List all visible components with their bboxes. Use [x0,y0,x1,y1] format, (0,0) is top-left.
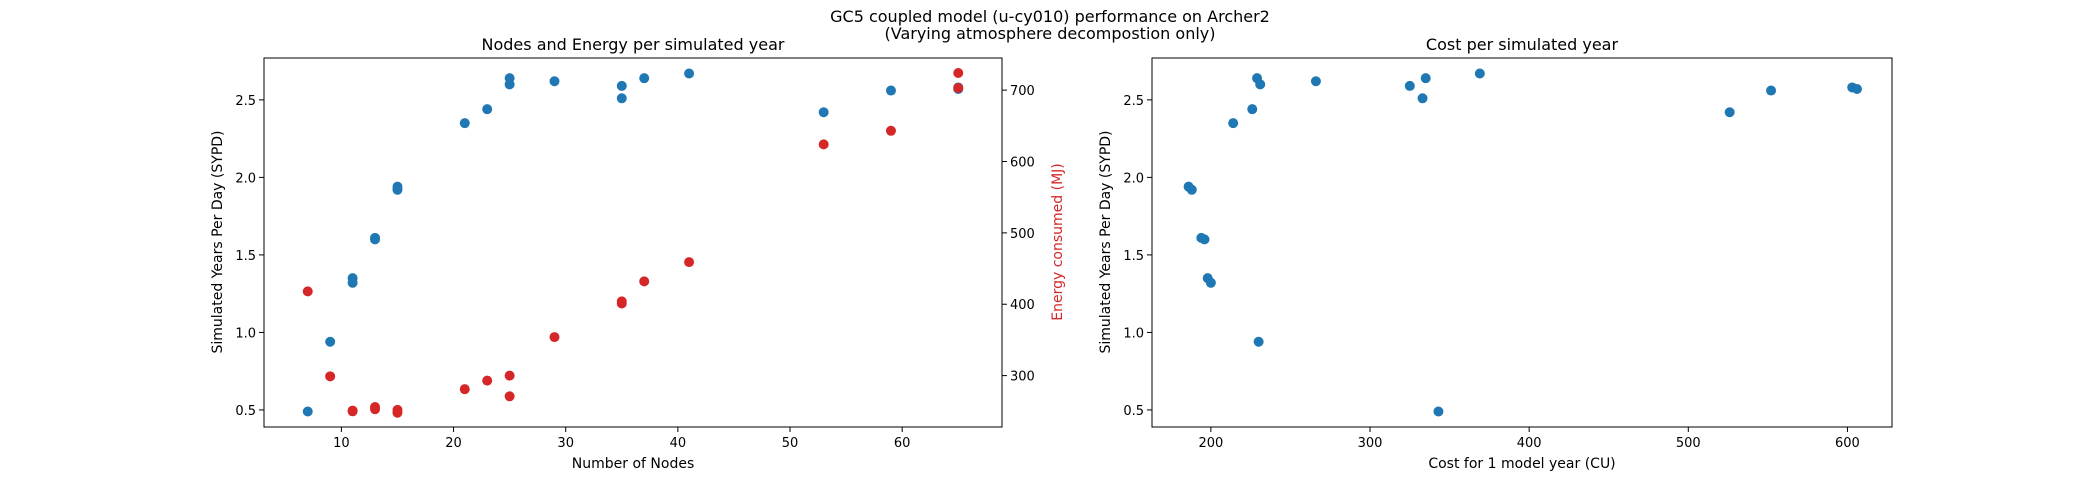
energy-point [504,391,515,402]
sypd-point [1420,73,1431,84]
sypd-point [616,93,627,104]
y-tick-label: 1.5 [235,249,256,264]
sypd-point [1310,76,1321,87]
y2-tick-label: 600 [1010,155,1035,170]
x-tick-label: 600 [1835,436,1860,451]
sypd-point [1253,336,1264,347]
x-axis-label: Number of Nodes [572,456,694,472]
energy-point [504,370,515,381]
x-tick-label: 50 [782,436,799,451]
sypd-point [818,107,829,118]
y-tick-label: 2.0 [235,171,256,186]
energy-point [370,404,381,415]
x-tick-label: 10 [333,436,350,451]
figure-suptitle-line1: GC5 coupled model (u-cy010) performance … [830,7,1270,26]
sypd-point [504,79,515,90]
plot-frame [263,57,1003,428]
sypd-point [1433,406,1444,417]
y-tick-label: 1.0 [235,326,256,341]
y-tick-label: 1.0 [1123,326,1144,341]
y-tick-label: 2.0 [1123,171,1144,186]
energy-point [885,125,896,136]
left-x-ticks: 10 20 30 40 50 60 [333,427,910,451]
x-tick-label: 40 [670,436,687,451]
x-tick-label: 30 [557,436,574,451]
sypd-point [1724,107,1735,118]
chart-title: Nodes and Energy per simulated year [482,35,785,54]
y-tick-label: 2.5 [235,94,256,109]
y2-tick-label: 400 [1010,298,1035,313]
sypd-point [1205,277,1216,288]
sypd-point [885,85,896,96]
sypd-point [370,234,381,245]
sypd-point [1247,104,1258,115]
nodes-energy-chart: Nodes and Energy per simulated year 10 20… [210,35,1066,472]
right-y-ticks: 0.5 1.0 1.5 2.0 2.5 [1123,94,1152,419]
sypd-point [1255,79,1266,90]
x-tick-label: 200 [1198,436,1223,451]
y2-tick-label: 700 [1010,84,1035,99]
energy-point [325,371,336,382]
sypd-point [1851,84,1862,95]
sypd-point [1228,118,1239,129]
y-tick-label: 0.5 [1123,404,1144,419]
sypd-point [616,80,627,91]
y2-tick-label: 500 [1010,227,1035,242]
sypd-point [347,277,358,288]
energy-point [347,406,358,417]
energy-point [616,298,627,309]
left-points [302,67,964,418]
energy-point [459,384,470,395]
sypd-point [459,118,470,129]
sypd-point [325,336,336,347]
energy-point [953,67,964,78]
sypd-point [549,76,560,87]
left-y-ticks: 0.5 1.0 1.5 2.0 2.5 [235,94,264,419]
energy-point [639,276,650,287]
y2-axis-label: Energy consumed (MJ) [1050,163,1066,321]
y-tick-label: 1.5 [1123,249,1144,264]
energy-point [684,257,695,268]
sypd-point [1474,68,1485,79]
x-tick-label: 500 [1676,436,1701,451]
sypd-point [639,73,650,84]
right-points [1183,68,1862,417]
figure-suptitle-line2: (Varying atmosphere decompostion only) [885,24,1216,43]
sypd-point [302,406,313,417]
sypd-point [1766,85,1777,96]
x-tick-label: 60 [894,436,911,451]
left-y2-ticks: 300 400 500 600 700 [1002,84,1035,385]
x-tick-label: 20 [445,436,462,451]
energy-point [818,139,829,150]
right-x-ticks: 200 300 400 500 600 [1198,427,1860,451]
sypd-point [684,68,695,79]
energy-point [482,375,493,386]
chart-title: Cost per simulated year [1426,35,1619,54]
x-axis-label: Cost for 1 model year (CU) [1428,456,1615,472]
energy-point [953,82,964,93]
energy-point [302,286,313,297]
sypd-point [1186,184,1197,195]
cost-chart: Cost per simulated year 200 300 400 500 600 … [1098,35,1893,472]
energy-point [392,407,403,418]
y-axis-label: Simulated Years Per Day (SYPD) [210,130,226,353]
x-tick-label: 300 [1358,436,1383,451]
energy-point [549,332,560,343]
x-tick-label: 400 [1517,436,1542,451]
sypd-point [482,104,493,115]
y-axis-label: Simulated Years Per Day (SYPD) [1098,130,1114,353]
sypd-point [1404,80,1415,91]
y2-tick-label: 300 [1010,370,1035,385]
y-tick-label: 2.5 [1123,94,1144,109]
y-tick-label: 0.5 [235,404,256,419]
sypd-point [392,184,403,195]
sypd-point [1199,234,1210,245]
plot-frame [1151,57,1893,428]
sypd-point [1417,93,1428,104]
